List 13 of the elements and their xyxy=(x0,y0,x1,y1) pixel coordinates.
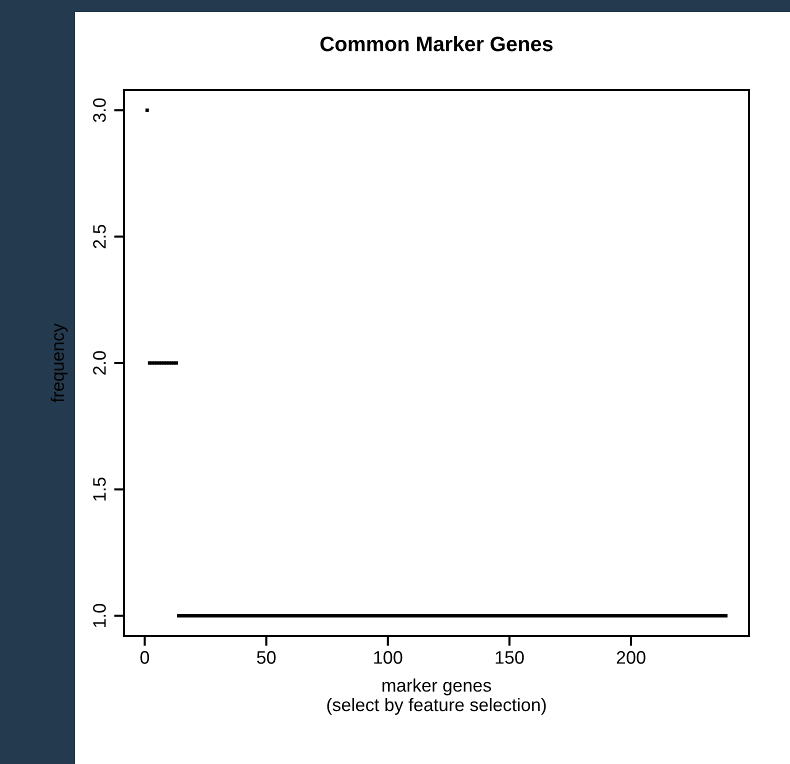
x-tick-label: 100 xyxy=(374,651,402,664)
x-tick-label: 50 xyxy=(256,651,276,664)
x-tick-label: 200 xyxy=(616,651,646,664)
y-tick-label: 1.5 xyxy=(93,478,106,501)
y-tick-label: 1.0 xyxy=(93,604,106,627)
x-tick-label: 150 xyxy=(496,651,524,664)
chart-title: Common Marker Genes xyxy=(320,36,553,52)
y-tick-label: 3.0 xyxy=(93,98,106,122)
y-tick-label: 2.5 xyxy=(93,224,106,248)
y-axis-title: frequency xyxy=(50,323,68,402)
x-axis-title: marker genes (select by feature selection) xyxy=(327,678,546,715)
y-tick-label: 2.0 xyxy=(93,351,106,375)
x-tick-label: 0 xyxy=(140,651,150,664)
